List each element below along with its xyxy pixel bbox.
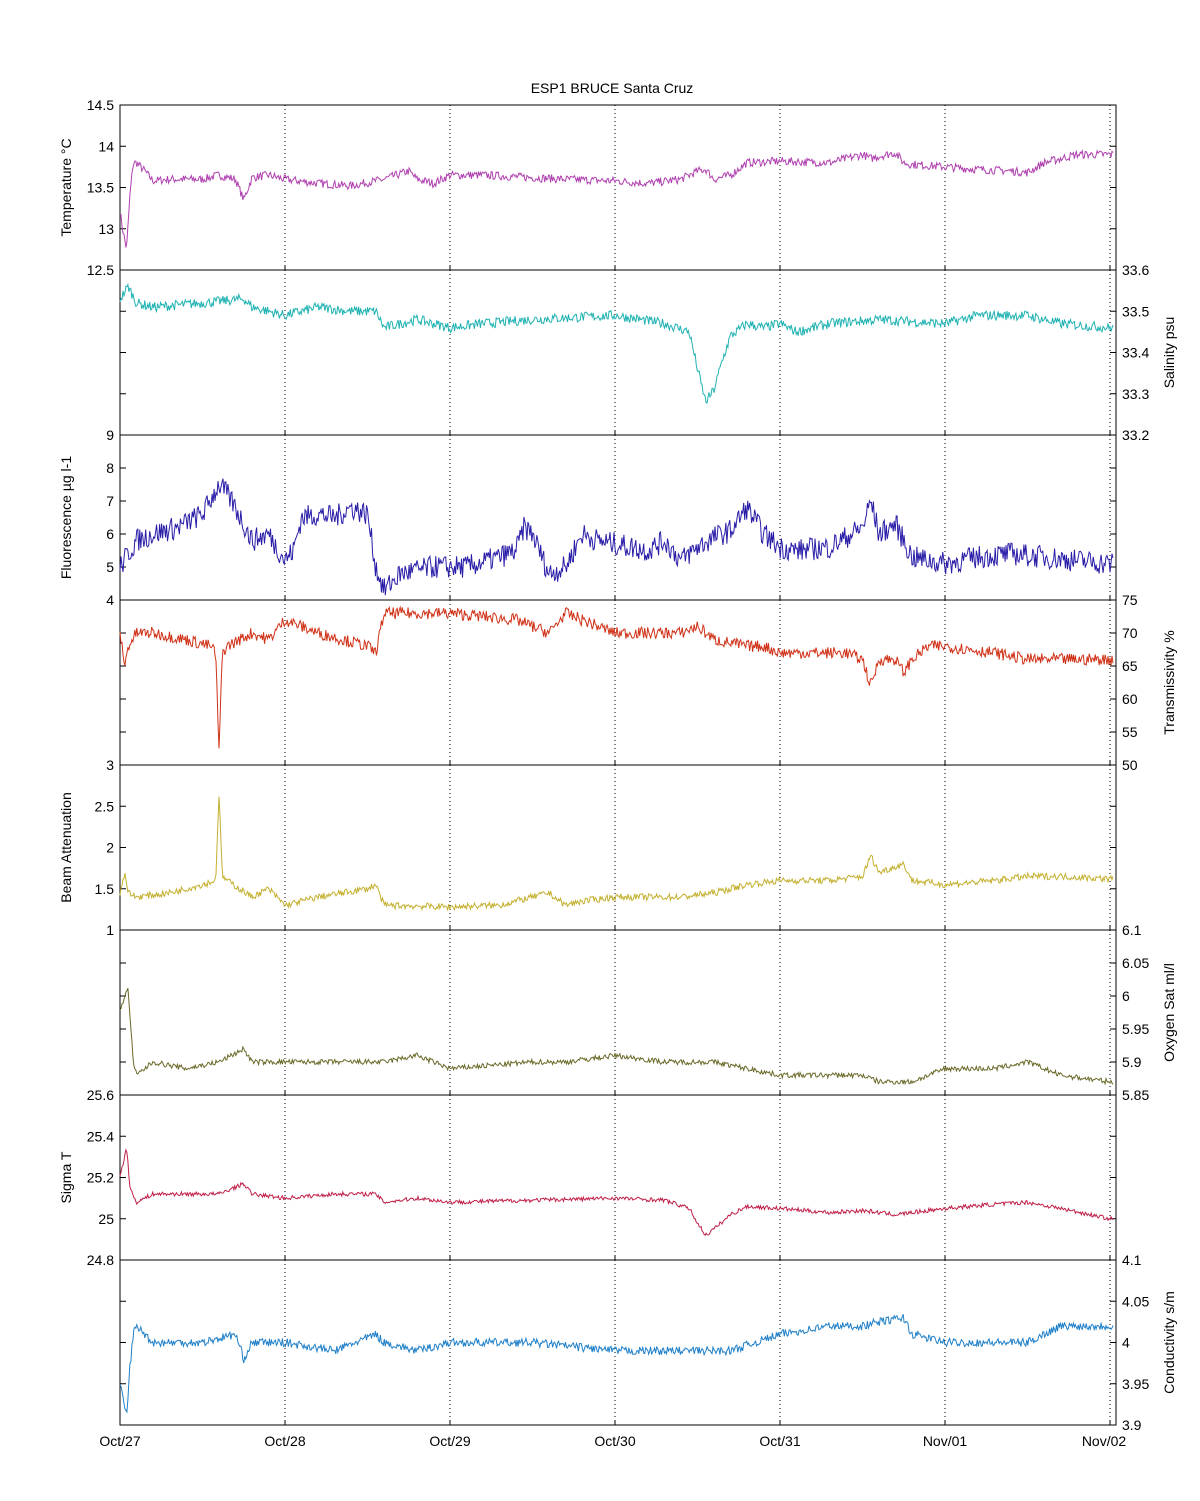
y-tick-label: 55 [1122,724,1138,740]
y-tick-label: 5.9 [1122,1054,1142,1070]
series-line-temperature [119,148,1114,248]
panel-salinity: 33.2 33.3 33.4 33.5 33.6 Salinity psu [119,262,1177,443]
y-tick-label: 65 [1122,658,1138,674]
y-axis-label: Beam Attenuation [58,792,74,903]
y-tick-label: 33.4 [1122,345,1149,361]
y-tick-label: 50 [1122,757,1138,773]
panel-frame [119,434,1117,601]
panel-frame [119,104,1117,271]
y-tick-label: 33.2 [1122,427,1149,443]
y-tick-label: 9 [106,427,114,443]
y-tick-label: 5 [106,559,114,575]
y-tick-label: 12.5 [87,262,114,278]
panel-oxygen_sat: 5.85 5.9 5.95 6 6.05 6.1 Oxygen Sat ml/l [119,922,1177,1103]
y-tick-label: 13 [98,221,114,237]
y-tick-label: 13.5 [87,180,114,196]
y-axis-label: Oxygen Sat ml/l [1161,963,1177,1062]
y-tick-label: 25 [98,1211,114,1227]
x-tick-label: Oct/30 [594,1433,635,1449]
x-tick-label: Nov/02 [1082,1433,1127,1449]
panel-frame [119,764,1117,931]
panel-frame [119,599,1117,766]
y-axis-label: Salinity psu [1161,317,1177,389]
y-tick-label: 4.05 [1122,1293,1149,1309]
series-line-salinity [119,282,1114,404]
x-axis: Oct/27 Oct/28 Oct/29 Oct/30 Oct/31 Nov/01 Nov/… [99,1433,1126,1449]
y-tick-label: 6.1 [1122,922,1142,938]
y-tick-label: 24.8 [87,1252,114,1268]
panel-beam_attenuation: 1 1.5 2 2.5 3 Beam Attenuation [58,757,1117,938]
y-tick-label: 4.1 [1122,1252,1142,1268]
y-tick-label: 5.95 [1122,1021,1149,1037]
y-axis-label: Temperature °C [58,138,74,236]
y-tick-label: 14.5 [87,97,114,113]
series-line-fluorescence [119,478,1114,596]
y-tick-label: 25.6 [87,1087,114,1103]
y-tick-label: 60 [1122,691,1138,707]
y-tick-label: 33.3 [1122,386,1149,402]
x-tick-label: Oct/27 [99,1433,140,1449]
x-tick-label: Oct/28 [264,1433,305,1449]
y-tick-label: 7 [106,493,114,509]
y-tick-label: 1.5 [95,881,115,897]
y-tick-label: 25.4 [87,1128,114,1144]
series-line-oxygen_sat [119,988,1114,1086]
y-tick-label: 33.6 [1122,262,1149,278]
y-tick-label: 70 [1122,625,1138,641]
panel-frame [119,1094,1117,1261]
chart-title: ESP1 BRUCE Santa Cruz [531,80,694,96]
series-line-conductivity [119,1314,1114,1414]
y-tick-label: 75 [1122,592,1138,608]
y-tick-label: 1 [106,922,114,938]
y-tick-label: 2.5 [95,798,115,814]
series-line-beam_attenuation [119,796,1114,912]
y-tick-label: 3.9 [1122,1417,1142,1433]
y-tick-label: 5.85 [1122,1087,1149,1103]
panel-transmissivity: 50 55 60 65 70 75 Transmissivity % [119,592,1177,773]
series-line-transmissivity [119,605,1114,749]
y-axis-label: Sigma T [58,1151,74,1203]
y-tick-label: 2 [106,840,114,856]
y-tick-label: 3.95 [1122,1376,1149,1392]
y-tick-label: 8 [106,460,114,476]
panel-fluorescence: 4 5 6 7 8 9 Fluorescence µg l-1 [58,427,1117,608]
x-tick-label: Oct/29 [429,1433,470,1449]
x-tick-label: Oct/31 [759,1433,800,1449]
y-tick-label: 6 [106,526,114,542]
series-line-sigma_t [119,1148,1114,1236]
panel-conductivity: 3.9 3.95 4 4.05 4.1 Conductivity s/m [119,1252,1177,1433]
y-tick-label: 6 [1122,988,1130,1004]
y-tick-label: 6.05 [1122,955,1149,971]
y-tick-label: 14 [98,138,114,154]
y-tick-label: 4 [1122,1335,1130,1351]
x-tick-label: Nov/01 [923,1433,968,1449]
panel-temperature: 12.5 13 13.5 14 14.5 Temperature °C [58,97,1117,278]
y-tick-label: 4 [106,592,114,608]
panel-sigma_t: 24.8 25 25.2 25.4 25.6 Sigma T [58,1087,1117,1268]
y-axis-label: Transmissivity % [1161,630,1177,735]
y-axis-label: Fluorescence µg l-1 [58,456,74,579]
y-tick-label: 3 [106,757,114,773]
panel-frame [119,269,1117,436]
y-tick-label: 33.5 [1122,303,1149,319]
y-tick-label: 25.2 [87,1170,114,1186]
y-axis-label: Conductivity s/m [1161,1291,1177,1394]
